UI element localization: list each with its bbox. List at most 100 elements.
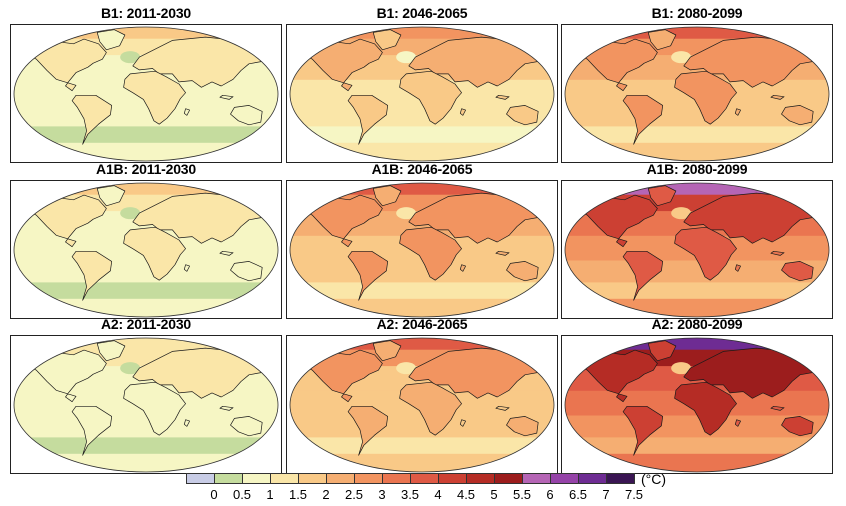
landmass-australia (230, 416, 263, 437)
panel-title: B1: 2046-2065 (376, 5, 468, 21)
map-frame (10, 180, 282, 319)
colorbar-swatch (466, 473, 495, 484)
colorbar-tick-label: 2.5 (344, 487, 364, 502)
landmass-australia (781, 261, 814, 282)
colorbar-swatch (494, 473, 523, 484)
colorbar-tick-label: 3.5 (400, 487, 420, 502)
globe-outline (289, 337, 555, 473)
antarctic-band (290, 453, 554, 472)
globe-outline (289, 182, 555, 318)
landmass-eurasia (683, 347, 819, 399)
map-frame (286, 180, 558, 319)
landmass-north-america (573, 194, 658, 248)
landmass-madagascar (459, 108, 466, 116)
map-panel: A2: 2011-2030 (10, 315, 282, 474)
panel-title: B1: 2011-2030 (100, 5, 192, 21)
landmass-north-america (22, 38, 107, 92)
landmass-north-america (22, 349, 107, 403)
landmass-australia (230, 105, 263, 126)
map-panel: A1B: 2011-2030 (10, 160, 282, 319)
map-panel: A2: 2080-2099 (561, 315, 833, 474)
landmass-greenland (372, 29, 402, 51)
panel-title: A1B: 2046-2065 (371, 161, 473, 177)
north-atlantic-cool-spot (671, 362, 692, 375)
landmass-madagascar (734, 419, 741, 427)
southern-ocean-band (565, 437, 829, 455)
colorbar-swatch (298, 473, 327, 484)
southern-ocean-band (14, 437, 278, 455)
colorbar-swatch (606, 473, 635, 484)
map-frame (10, 24, 282, 163)
map-panel: A2: 2046-2065 (286, 315, 558, 474)
north-atlantic-cool-spot (396, 207, 417, 220)
temperature-map (289, 182, 555, 318)
colorbar-swatch (522, 473, 551, 484)
landmass-greenland (647, 29, 677, 51)
colorbar-tick-label: 1 (266, 487, 274, 502)
map-panel: B1: 2046-2065 (286, 4, 558, 163)
landmass-north-america (298, 349, 383, 403)
colorbar-swatch (326, 473, 355, 484)
temperature-map (564, 182, 830, 318)
north-atlantic-cool-spot (671, 207, 692, 220)
temperature-map (564, 337, 830, 473)
temperature-map (13, 182, 279, 318)
landmass-australia (781, 105, 814, 126)
landmass-eurasia (132, 36, 268, 88)
colorbar-swatch (438, 473, 467, 484)
colorbar-swatch (242, 473, 271, 484)
landmass-australia (506, 105, 539, 126)
map-panel: A1B: 2046-2065 (286, 160, 558, 319)
panel-title: A2: 2046-2065 (376, 316, 468, 332)
landmass-madagascar (734, 264, 741, 272)
globe-outline (289, 26, 555, 162)
landmass-indonesia (495, 250, 510, 256)
landmass-north-america (298, 38, 383, 92)
landmass-south-america (622, 405, 664, 456)
landmass-south-america (71, 94, 113, 145)
map-panel: B1: 2080-2099 (561, 4, 833, 163)
globe-outline (13, 337, 279, 473)
landmass-north-america (298, 194, 383, 248)
landmass-indonesia (495, 405, 510, 411)
colorbar-swatch (354, 473, 383, 484)
landmass-australia (230, 261, 263, 282)
landmass-australia (506, 261, 539, 282)
colorbar-tick-label: 5.5 (512, 487, 532, 502)
colorbar-swatch (214, 473, 243, 484)
colorbar-swatch (578, 473, 607, 484)
landmass-north-america (573, 349, 658, 403)
landmass-madagascar (183, 108, 190, 116)
landmass-eurasia (408, 347, 544, 399)
southern-ocean-band (290, 437, 554, 455)
southern-ocean-band (290, 282, 554, 300)
landmass-greenland (647, 185, 677, 207)
map-frame (561, 24, 833, 163)
globe-outline (564, 26, 830, 162)
landmass-indonesia (770, 405, 785, 411)
north-atlantic-cool-spot (396, 362, 417, 375)
colorbar-swatch (382, 473, 411, 484)
landmass-greenland (372, 340, 402, 362)
landmass-africa (123, 70, 186, 125)
temperature-map (564, 26, 830, 162)
landmass-africa (399, 70, 462, 125)
landmass-africa (123, 381, 186, 436)
landmass-south-america (622, 250, 664, 301)
landmass-madagascar (459, 264, 466, 272)
landmass-eurasia (683, 36, 819, 88)
landmass-south-america (347, 250, 389, 301)
landmass-north-america (22, 194, 107, 248)
colorbar-tick-label: 5 (490, 487, 498, 502)
landmass-madagascar (734, 108, 741, 116)
colorbar-tick-label: 4.5 (456, 487, 476, 502)
colorbar-swatch (186, 473, 215, 484)
landmass-africa (399, 226, 462, 281)
north-atlantic-cool-spot (396, 51, 417, 64)
landmass-south-america (71, 250, 113, 301)
globe-outline (13, 26, 279, 162)
landmass-australia (781, 416, 814, 437)
landmass-africa (674, 381, 737, 436)
colorbar-tick-label: 4 (434, 487, 442, 502)
colorbar-tick-label: 1.5 (288, 487, 308, 502)
